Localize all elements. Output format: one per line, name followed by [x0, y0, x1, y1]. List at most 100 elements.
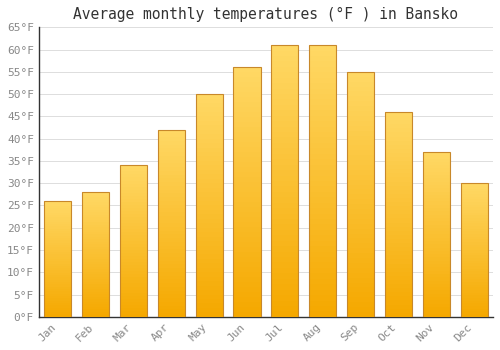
- Bar: [120, 190, 147, 193]
- Bar: [422, 294, 450, 297]
- Bar: [271, 252, 298, 257]
- Bar: [234, 97, 260, 102]
- Bar: [347, 150, 374, 155]
- Bar: [82, 287, 109, 289]
- Bar: [158, 175, 185, 178]
- Bar: [422, 297, 450, 300]
- Bar: [158, 167, 185, 171]
- Bar: [309, 181, 336, 187]
- Bar: [158, 216, 185, 219]
- Bar: [158, 171, 185, 175]
- Bar: [385, 243, 412, 247]
- Bar: [82, 212, 109, 215]
- Bar: [196, 107, 223, 112]
- Bar: [422, 281, 450, 284]
- Bar: [385, 218, 412, 223]
- Bar: [347, 297, 374, 302]
- Bar: [347, 116, 374, 121]
- Bar: [460, 226, 488, 229]
- Bar: [460, 287, 488, 290]
- Bar: [82, 219, 109, 222]
- Bar: [385, 177, 412, 182]
- Bar: [120, 205, 147, 208]
- Bar: [158, 141, 185, 145]
- Bar: [120, 193, 147, 196]
- Bar: [196, 139, 223, 143]
- Bar: [422, 224, 450, 228]
- Bar: [234, 182, 260, 187]
- Bar: [271, 279, 298, 284]
- Bar: [82, 242, 109, 244]
- Bar: [120, 296, 147, 299]
- Bar: [309, 262, 336, 268]
- Bar: [422, 205, 450, 208]
- Bar: [120, 187, 147, 190]
- Bar: [234, 102, 260, 107]
- Bar: [120, 220, 147, 223]
- Bar: [158, 242, 185, 246]
- Bar: [196, 263, 223, 268]
- Bar: [120, 238, 147, 241]
- Bar: [309, 132, 336, 138]
- Bar: [385, 251, 412, 256]
- Bar: [196, 205, 223, 210]
- Bar: [196, 99, 223, 103]
- Bar: [347, 91, 374, 96]
- Bar: [347, 219, 374, 224]
- Bar: [120, 247, 147, 250]
- Bar: [158, 130, 185, 317]
- Bar: [82, 259, 109, 262]
- Bar: [234, 72, 260, 77]
- Bar: [385, 202, 412, 206]
- Bar: [120, 289, 147, 293]
- Bar: [347, 175, 374, 180]
- Bar: [460, 306, 488, 309]
- Bar: [271, 214, 298, 219]
- Bar: [234, 272, 260, 277]
- Bar: [460, 210, 488, 212]
- Bar: [271, 148, 298, 154]
- Bar: [271, 208, 298, 214]
- Bar: [460, 303, 488, 306]
- Bar: [82, 262, 109, 265]
- Bar: [309, 301, 336, 306]
- Bar: [82, 250, 109, 252]
- Bar: [271, 197, 298, 203]
- Bar: [422, 258, 450, 261]
- Bar: [196, 259, 223, 263]
- Bar: [82, 192, 109, 317]
- Bar: [422, 191, 450, 195]
- Bar: [44, 217, 72, 219]
- Bar: [196, 237, 223, 241]
- Bar: [44, 250, 72, 252]
- Bar: [234, 217, 260, 222]
- Bar: [82, 304, 109, 307]
- Bar: [422, 300, 450, 303]
- Bar: [82, 272, 109, 274]
- Bar: [460, 212, 488, 215]
- Bar: [385, 272, 412, 276]
- Bar: [196, 170, 223, 174]
- Bar: [196, 125, 223, 130]
- Bar: [271, 181, 298, 187]
- Bar: [196, 143, 223, 148]
- Bar: [460, 220, 488, 223]
- Bar: [44, 312, 72, 315]
- Bar: [44, 296, 72, 298]
- Bar: [460, 285, 488, 287]
- Bar: [271, 268, 298, 273]
- Bar: [347, 121, 374, 126]
- Bar: [44, 289, 72, 291]
- Bar: [82, 314, 109, 317]
- Bar: [120, 168, 147, 172]
- Bar: [44, 305, 72, 308]
- Bar: [347, 72, 374, 77]
- Bar: [44, 240, 72, 243]
- Bar: [385, 214, 412, 218]
- Bar: [158, 204, 185, 208]
- Bar: [82, 312, 109, 314]
- Bar: [120, 223, 147, 226]
- Bar: [271, 143, 298, 148]
- Bar: [422, 238, 450, 241]
- Bar: [82, 195, 109, 197]
